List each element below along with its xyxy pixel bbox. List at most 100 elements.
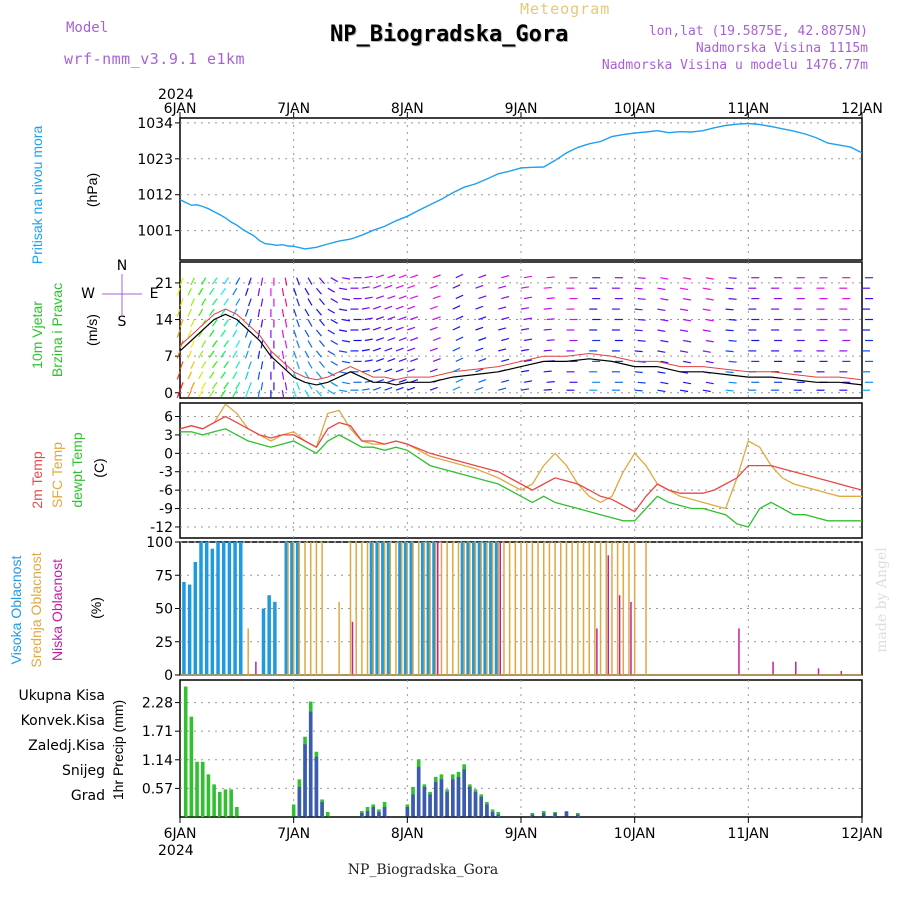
wind-arrow: [660, 298, 669, 301]
ylabel-pressure-unit: (hPa): [84, 173, 100, 207]
wind-arrow: [478, 379, 487, 383]
wind-arrow: [455, 315, 464, 321]
pressure-line: [179, 122, 863, 250]
wind-arrow: [452, 284, 461, 289]
wind-arrow: [198, 371, 204, 380]
ytick-label-temperature: 0: [164, 446, 173, 462]
cloud-bar-high: [375, 542, 379, 675]
wind-arrow: [260, 277, 264, 286]
precip-bar-snow: [433, 781, 438, 817]
wind-arrow: [176, 287, 181, 296]
wind-arrow: [341, 360, 351, 364]
wind-arrow: [187, 389, 192, 398]
wind-arrow: [705, 381, 714, 385]
wind-arrow: [728, 318, 737, 321]
wind-arrow: [725, 308, 734, 311]
precip-bar-total: [195, 761, 199, 817]
wind-arrow: [407, 368, 416, 373]
wind-arrow: [543, 307, 552, 310]
wind-arrow: [705, 298, 714, 301]
wind-arrow: [429, 305, 438, 310]
wind-arrow: [705, 277, 714, 280]
wind-arrow: [478, 274, 487, 279]
wind-arrow: [498, 285, 507, 289]
precip-bar-snow: [490, 811, 495, 817]
wind-arrow: [475, 347, 484, 352]
wind-arrow: [220, 350, 226, 358]
precip-bar-snow: [405, 806, 410, 817]
ytick-label-precip: 2.28: [142, 696, 173, 712]
wind-arrow: [281, 390, 285, 399]
wind-arrow: [235, 319, 241, 327]
precip-bar-snow: [360, 812, 364, 817]
precip-bar-snow: [462, 769, 466, 817]
precip-bar-snow: [416, 766, 421, 817]
precip-bar-snow: [377, 811, 381, 817]
wind-arrow: [257, 371, 261, 380]
wind-arrow: [293, 308, 297, 317]
wind-arrow: [520, 369, 529, 373]
wind-arrow: [315, 308, 322, 316]
precip-bar-total: [223, 789, 228, 817]
wind-arrow: [341, 381, 351, 385]
wind-arrow: [209, 329, 215, 337]
wind-arrow: [523, 275, 533, 279]
wind-arrow: [725, 371, 734, 374]
wind-arrow: [523, 359, 533, 362]
cloud-bar-high: [381, 542, 385, 675]
wind-arrow: [657, 308, 666, 312]
wind-arrow: [372, 284, 382, 289]
wind-arrow: [543, 370, 552, 373]
precip-bar-total: [200, 761, 205, 817]
wind-arrow: [501, 337, 510, 342]
wind-arrow: [660, 339, 669, 343]
precip-legend-0: Ukupna Kisa: [18, 688, 105, 704]
wind-arrow: [187, 350, 192, 359]
precip-bar-total: [235, 806, 239, 817]
wind-arrow: [223, 277, 229, 285]
wind-arrow: [212, 319, 218, 327]
wind-arrow: [220, 308, 226, 316]
wind-arrow: [475, 326, 484, 331]
wind-arrow: [176, 371, 181, 380]
wind-arrow: [395, 305, 404, 310]
wind-arrow: [634, 329, 643, 332]
wind-arrow: [244, 371, 249, 380]
wind-speed-line: [179, 313, 863, 386]
cloud-bar-high: [472, 542, 476, 675]
ylabel-wind-unit: (m/s): [84, 314, 100, 346]
ytick-label-pressure: 1023: [137, 152, 173, 168]
wind-arrow: [304, 287, 310, 296]
wind-gust-line: [179, 308, 863, 381]
wind-arrow: [190, 298, 195, 307]
wind-arrow: [455, 273, 464, 279]
wind-arrow: [198, 287, 204, 296]
wind-arrow: [364, 317, 373, 321]
precip-bar-snow: [371, 806, 376, 817]
wind-arrow: [410, 316, 419, 321]
wind-arrow: [702, 329, 711, 332]
wind-arrow: [318, 381, 325, 389]
axis-text: 1001 1012 1023 1034 0 7 14 21 -12 -9 -6 -3 0 3 6 0 25 50 7…: [8, 87, 890, 859]
product-title: Meteogram: [520, 0, 611, 18]
wind-arrow: [375, 295, 385, 300]
ylabel-cloud-mid: Srednja Oblacnost: [28, 552, 44, 667]
cloud-bar-high: [426, 542, 431, 675]
wind-arrow: [637, 298, 646, 300]
wind-arrow: [372, 347, 382, 352]
wind-arrow: [475, 284, 484, 289]
wind-arrow: [634, 389, 643, 392]
wind-arrow: [725, 389, 734, 392]
precip-bar-snow: [308, 711, 313, 817]
wind-arrow: [232, 329, 238, 338]
wind-arrow: [341, 339, 351, 343]
model-label: Model: [66, 20, 109, 36]
precip-bar-total: [206, 774, 211, 817]
wind-arrow: [179, 298, 184, 307]
wind-arrow: [384, 386, 393, 391]
cloud-bar-high: [466, 542, 470, 675]
wind-arrow: [478, 358, 487, 362]
wind-arrow: [728, 381, 737, 384]
cloud-bar-high: [261, 608, 266, 675]
wind-arrow: [520, 307, 530, 310]
